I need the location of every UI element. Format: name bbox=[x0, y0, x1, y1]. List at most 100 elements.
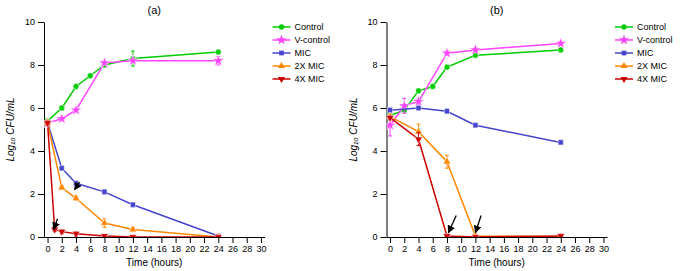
tick-mark bbox=[381, 194, 387, 195]
tick: 8 bbox=[372, 60, 386, 70]
legend-marker bbox=[276, 34, 286, 44]
panel: 0246810121416182022242628300246810(a)Tim… bbox=[5, 4, 330, 268]
point bbox=[58, 229, 66, 236]
y-axis: 0246810 bbox=[25, 17, 45, 242]
tick-label: 4 bbox=[372, 146, 377, 156]
annotation-arrow bbox=[448, 216, 456, 233]
series bbox=[387, 112, 565, 237]
series bbox=[44, 121, 222, 237]
line bbox=[48, 123, 219, 237]
tick: 8 bbox=[102, 237, 107, 254]
tick: 0 bbox=[30, 232, 44, 242]
series bbox=[44, 55, 224, 128]
tick: 0 bbox=[46, 237, 51, 254]
tick-label: 2 bbox=[60, 244, 65, 254]
error-bar bbox=[445, 109, 449, 113]
legend-marker bbox=[622, 51, 627, 56]
point bbox=[444, 109, 449, 114]
error-bar-cap bbox=[131, 51, 135, 52]
point bbox=[73, 84, 79, 90]
error-bar bbox=[131, 203, 135, 207]
tick-mark bbox=[589, 237, 590, 243]
tick-label: 10 bbox=[457, 244, 467, 254]
series bbox=[388, 105, 564, 144]
error-bar bbox=[417, 106, 421, 110]
tick-mark bbox=[390, 237, 391, 243]
point bbox=[102, 189, 107, 194]
line bbox=[390, 44, 561, 126]
tick-mark bbox=[232, 237, 233, 243]
point bbox=[430, 84, 436, 90]
tick-label: 10 bbox=[114, 244, 124, 254]
tick-mark bbox=[38, 237, 44, 238]
error-bar-cap bbox=[388, 135, 392, 136]
title: (b) bbox=[490, 4, 503, 16]
point bbox=[129, 235, 137, 237]
tick: 8 bbox=[445, 237, 450, 254]
tick-mark bbox=[48, 237, 49, 243]
tick-mark bbox=[561, 237, 562, 243]
series bbox=[387, 115, 565, 237]
tick: 6 bbox=[88, 237, 93, 254]
plot-area bbox=[387, 38, 567, 237]
legend-marker bbox=[279, 24, 284, 29]
point bbox=[72, 194, 80, 201]
legend-item: Control bbox=[273, 22, 324, 32]
point bbox=[443, 157, 451, 164]
tick: 30 bbox=[599, 237, 609, 254]
tick-mark bbox=[475, 237, 476, 243]
tick-mark bbox=[38, 65, 44, 66]
legend-marker bbox=[621, 24, 626, 29]
error-bar-cap bbox=[445, 168, 449, 169]
tick-label: 0 bbox=[46, 244, 51, 254]
line bbox=[390, 50, 561, 116]
panel: 0246810121416182022242628300246810(b)Tim… bbox=[348, 4, 673, 268]
annotation-arrow bbox=[475, 216, 481, 233]
error-bar bbox=[431, 84, 435, 88]
tick: 2 bbox=[60, 237, 65, 254]
tick-label: 22 bbox=[542, 244, 552, 254]
tick-mark bbox=[218, 237, 219, 243]
tick: 0 bbox=[372, 232, 386, 242]
point bbox=[416, 105, 421, 110]
tick: 26 bbox=[570, 237, 580, 254]
tick-label: 24 bbox=[214, 244, 224, 254]
line bbox=[390, 117, 561, 237]
title: (a) bbox=[148, 4, 161, 16]
tick: 12 bbox=[128, 237, 138, 254]
legend-item: MIC bbox=[615, 48, 654, 58]
point bbox=[214, 235, 222, 237]
legend-marker bbox=[279, 51, 284, 56]
point bbox=[470, 44, 481, 55]
tick-mark bbox=[38, 22, 44, 23]
error-bar bbox=[216, 50, 220, 54]
tick: 14 bbox=[485, 237, 495, 254]
series bbox=[45, 121, 221, 238]
tick-label: 18 bbox=[514, 244, 524, 254]
error-bar bbox=[417, 89, 421, 93]
point bbox=[415, 127, 423, 134]
tick-label: 6 bbox=[88, 244, 93, 254]
tick-label: 0 bbox=[388, 244, 393, 254]
tick-mark bbox=[38, 194, 44, 195]
tick: 4 bbox=[30, 146, 44, 156]
error-bar-cap bbox=[402, 113, 406, 114]
tick-mark bbox=[104, 237, 105, 243]
axis-line bbox=[387, 237, 608, 238]
tick: 6 bbox=[372, 103, 386, 113]
tick: 4 bbox=[74, 237, 79, 254]
tick-label: 28 bbox=[585, 244, 595, 254]
tick: 24 bbox=[556, 237, 566, 254]
point bbox=[557, 234, 565, 237]
tick: 28 bbox=[585, 237, 595, 254]
legend-label: V-control bbox=[295, 35, 331, 45]
legend-label: Control bbox=[637, 22, 666, 32]
legend-label: MIC bbox=[637, 48, 654, 58]
tick: 6 bbox=[431, 237, 436, 254]
error-bar-cap bbox=[417, 124, 421, 125]
legend-marker bbox=[620, 77, 627, 83]
tick-label: 2 bbox=[402, 244, 407, 254]
tick-mark bbox=[490, 237, 491, 243]
error-bar bbox=[559, 48, 563, 52]
series bbox=[387, 38, 567, 136]
